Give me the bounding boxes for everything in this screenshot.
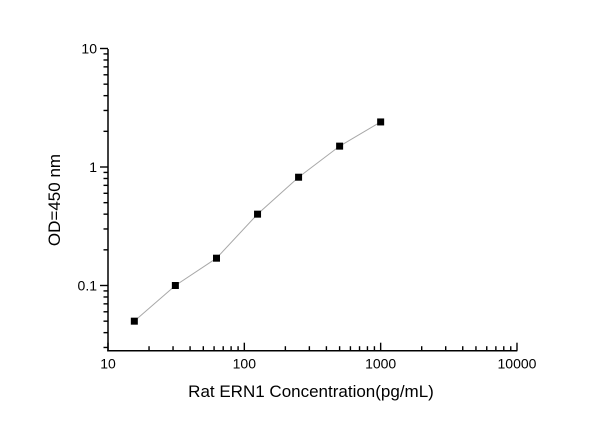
data-point-marker <box>295 173 303 181</box>
data-point-marker <box>171 282 179 289</box>
data-point-marker <box>254 210 262 218</box>
y-tick-label: 10 <box>81 41 97 57</box>
series-line <box>134 121 381 322</box>
x-axis-title: Rat ERN1 Concentration(pg/mL) <box>188 382 434 401</box>
y-tick-label: 0.1 <box>78 278 98 294</box>
x-tick-label: 1000 <box>365 356 396 372</box>
data-point-marker <box>377 118 385 126</box>
data-point-marker <box>213 254 221 262</box>
x-tick-label: 10000 <box>498 356 537 372</box>
x-tick-label: 10 <box>100 356 116 372</box>
x-tick-label: 100 <box>233 356 257 372</box>
data-point-marker <box>336 142 344 150</box>
y-axis-title: OD=450 nm <box>45 153 64 247</box>
data-point-marker <box>130 317 138 325</box>
y-tick-label: 1 <box>89 159 97 175</box>
